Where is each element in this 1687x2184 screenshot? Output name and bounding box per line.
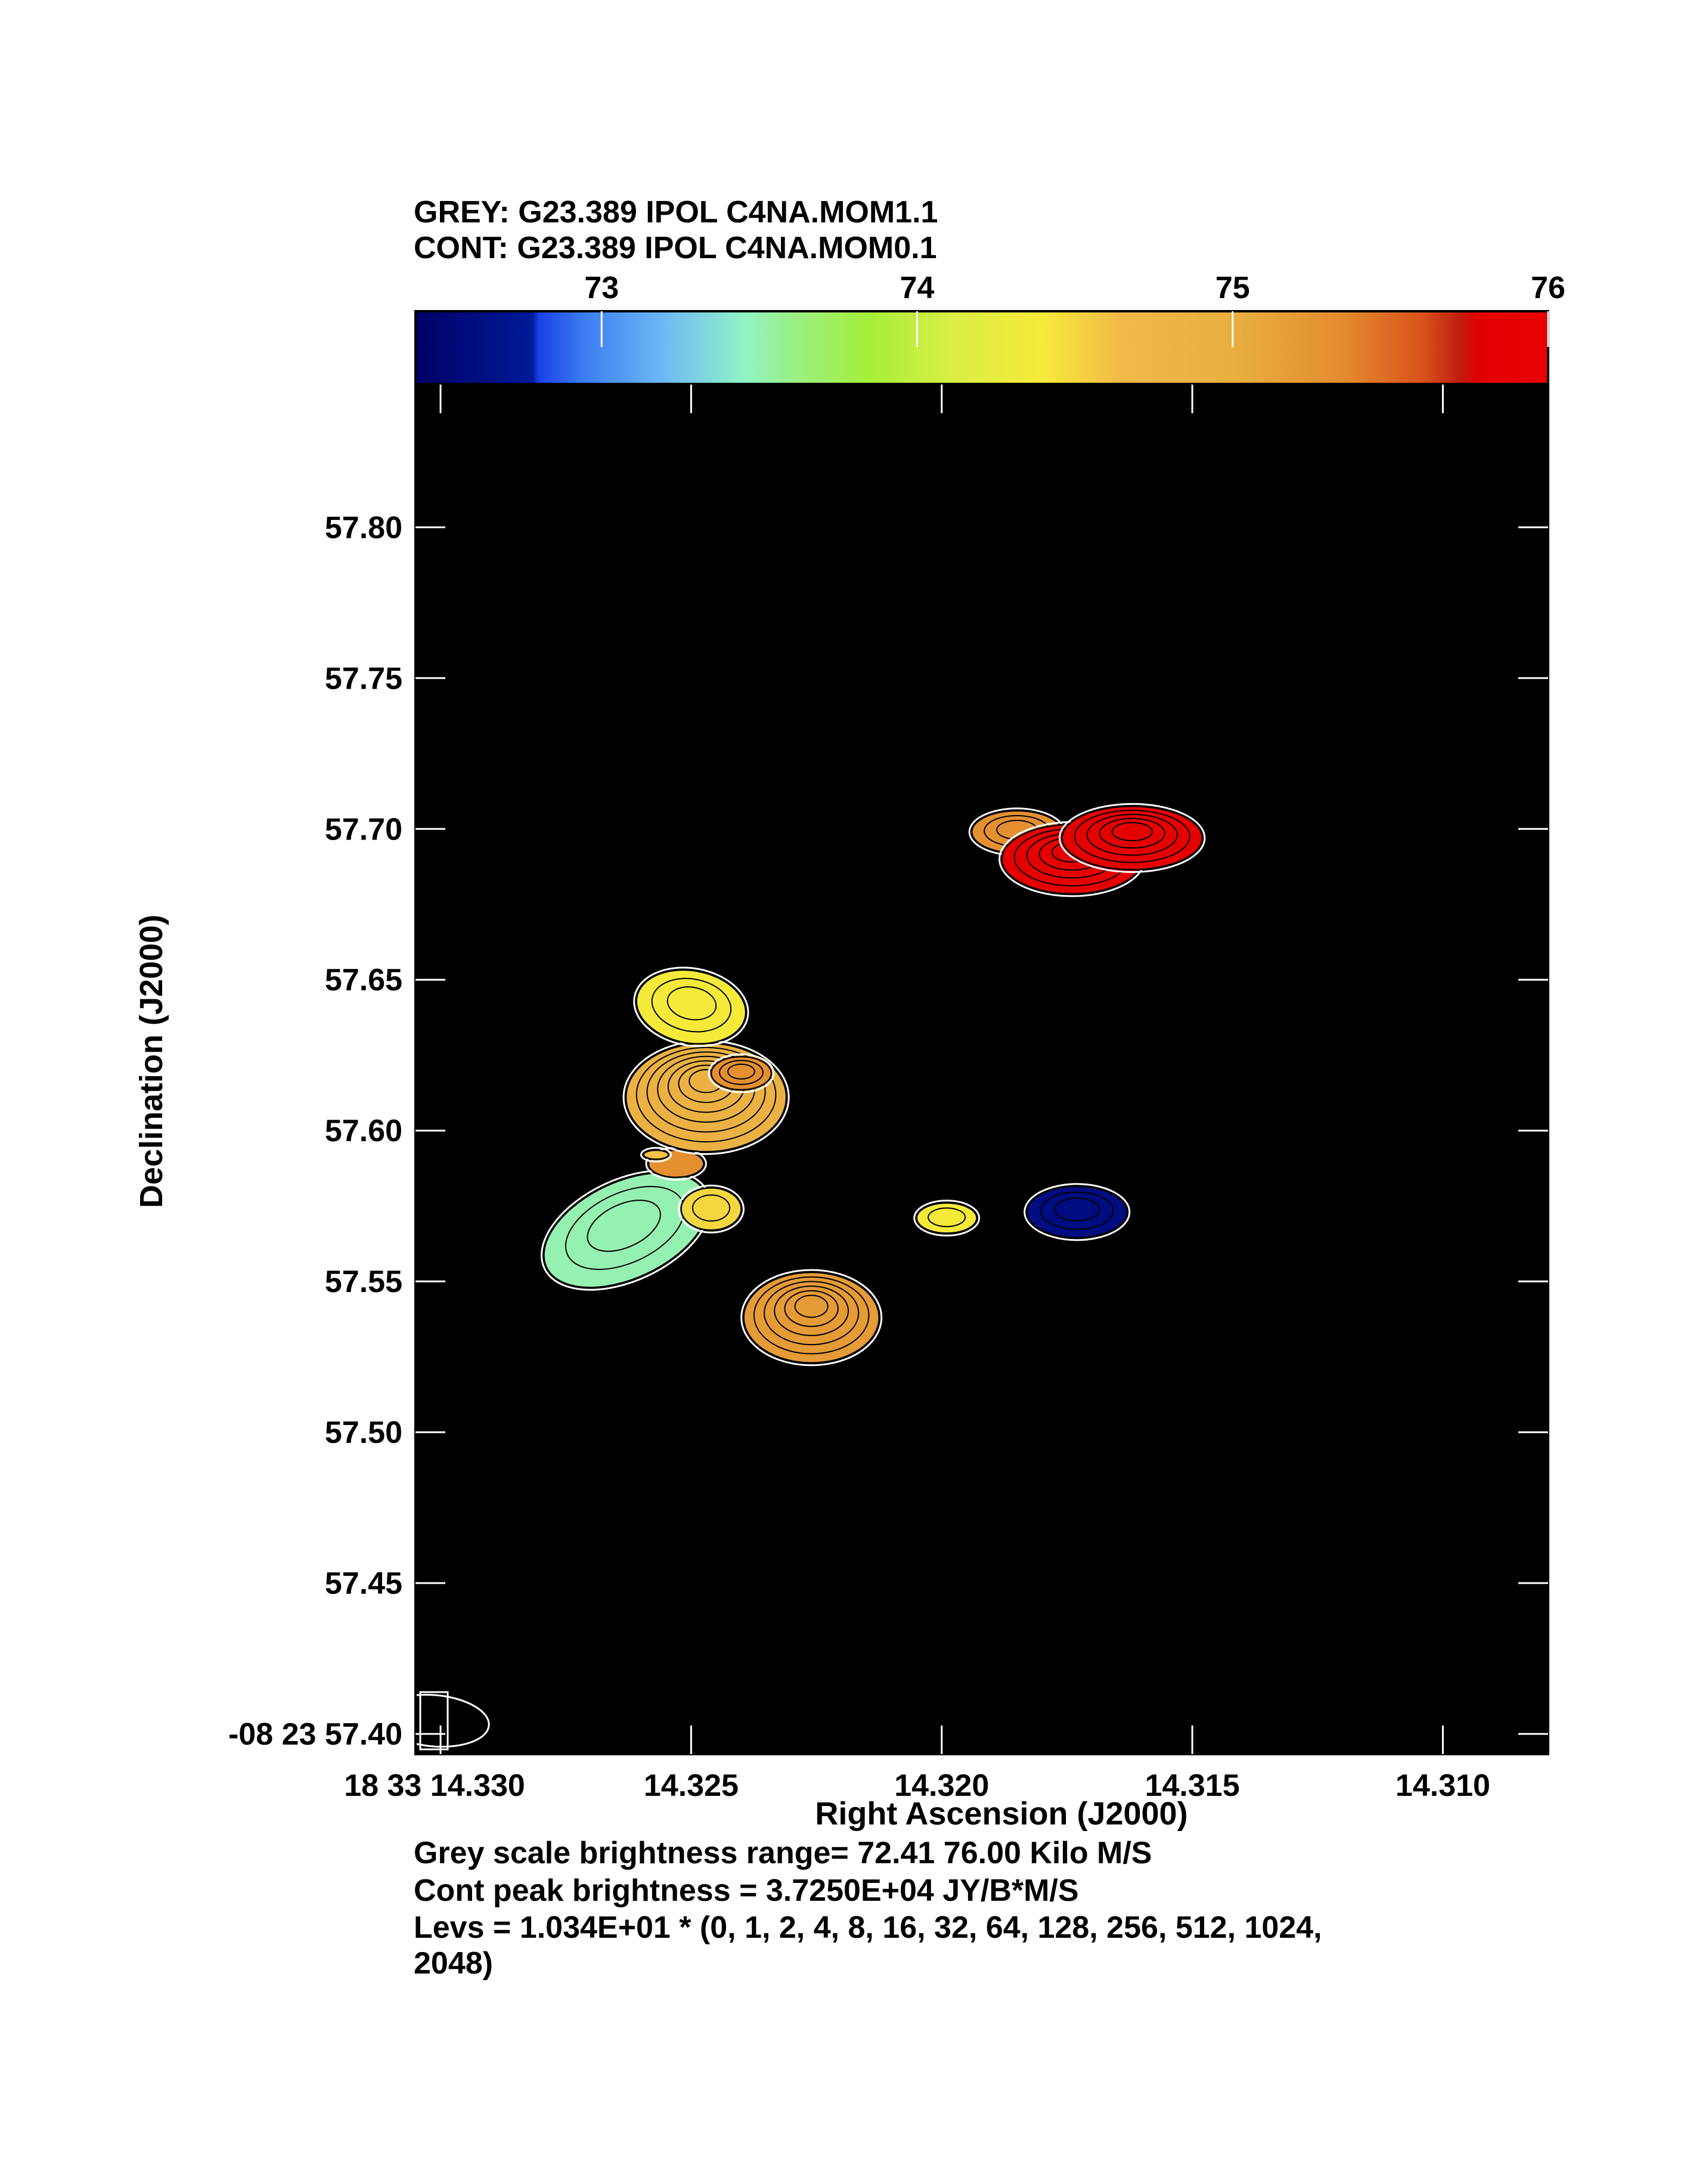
- footer-levels-continued: 2048): [414, 1946, 493, 1981]
- x-tick-label: 14.315: [1145, 1768, 1240, 1803]
- y-tick-label: 57.45: [325, 1566, 402, 1601]
- axis-ticks: [415, 385, 1548, 1754]
- source-7: [640, 1147, 672, 1163]
- colorbar: 73 74 75 76: [414, 271, 1565, 385]
- source-13: [1059, 803, 1206, 873]
- y-tick-label: 57.75: [325, 661, 402, 696]
- x-tick-label: 14.320: [894, 1768, 989, 1803]
- x-tick-label: 14.325: [644, 1768, 739, 1803]
- x-axis-title: Right Ascension (J2000): [815, 1796, 1187, 1832]
- beam-indicator: [378, 1691, 490, 1751]
- y-tick-label: 57.55: [325, 1265, 402, 1299]
- source-9: [708, 1053, 775, 1093]
- y-axis-title: Declination (J2000): [134, 915, 169, 1208]
- x-tick-label: 14.310: [1396, 1768, 1490, 1803]
- header-cont-line: CONT: G23.389 IPOL C4NA.MOM0.1: [414, 231, 937, 265]
- footer-brightness-range: Grey scale brightness range= 72.41 76.00…: [414, 1836, 1152, 1870]
- source-2: [541, 1169, 712, 1291]
- source-emission: [541, 803, 1206, 1367]
- footer-levels: Levs = 1.034E+01 * (0, 1, 2, 4, 8, 16, 3…: [414, 1910, 1322, 1945]
- source-5: [1024, 1183, 1131, 1241]
- source-3: [678, 1184, 745, 1234]
- plot-background: [415, 385, 1548, 1754]
- y-tick-label: -08 23 57.40: [228, 1717, 402, 1752]
- header-grey-line: GREY: G23.389 IPOL C4NA.MOM1.1: [414, 195, 938, 230]
- source-8: [622, 1039, 790, 1155]
- source-4: [913, 1200, 981, 1237]
- y-tick-label: 57.60: [325, 1114, 402, 1148]
- colorbar-tick-label: 74: [900, 271, 935, 305]
- colorbar-tick-label: 75: [1215, 271, 1250, 305]
- colorbar-tick-label: 73: [584, 271, 619, 305]
- y-tick-label: 57.50: [325, 1415, 402, 1450]
- plot-area: 18 33 14.330 14.325 14.320 14.315 14.310 -08 …: [228, 383, 1549, 1803]
- y-tick-label: 57.80: [325, 510, 402, 545]
- source-1: [740, 1269, 883, 1367]
- x-tick-label: 18 33 14.330: [344, 1768, 525, 1803]
- plot-frame: [414, 383, 1549, 1755]
- y-tick-label: 57.70: [325, 812, 402, 847]
- source-10: [633, 966, 749, 1048]
- footer-peak-brightness: Cont peak brightness = 3.7250E+04 JY/B*M…: [414, 1873, 1079, 1908]
- colorbar-tick-label: 76: [1531, 271, 1565, 305]
- colorbar-gradient: [414, 310, 1549, 385]
- y-tick-label: 57.65: [325, 963, 402, 997]
